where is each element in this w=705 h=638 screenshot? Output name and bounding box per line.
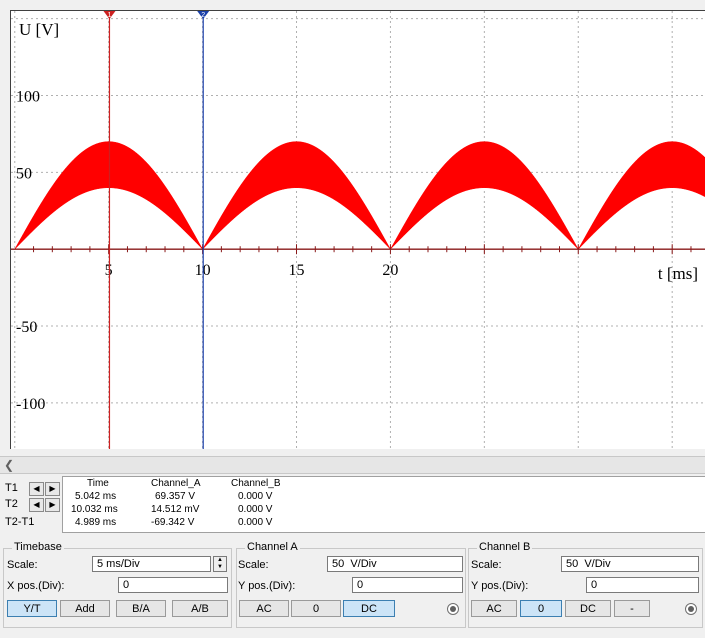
yt-button[interactable]: Y/T (7, 600, 57, 617)
channel-b-ypos-input[interactable] (586, 577, 699, 593)
cursor-2-handle-label: 2 (201, 12, 205, 19)
channel-b-scale-label: Scale: (471, 559, 502, 571)
spin-down-icon[interactable]: ▼ (217, 564, 223, 570)
channel-a-panel: Channel A Scale: Y pos.(Div): AC 0 DC (236, 541, 466, 628)
oscilloscope-screen: 5 10 15 20 100 50 -50 -100 U [V] t [ms] 1 2 (10, 10, 705, 449)
waveform-plot: 5 10 15 20 100 50 -50 -100 U [V] t [ms] 1 2 (11, 11, 705, 449)
cursor-diff-label: T2-T1 (5, 516, 35, 528)
chevron-left-icon[interactable]: ❮ (3, 458, 15, 472)
timebase-panel: Timebase Scale: ▲ ▼ X pos.(Div): Y/T Add… (3, 541, 232, 628)
channel-b-minus-button[interactable]: - (614, 600, 650, 617)
timebase-title: Timebase (12, 541, 64, 553)
diff-time: 4.989 ms (75, 517, 117, 528)
channel-b-dc-button[interactable]: DC (565, 600, 611, 617)
channel-a-scale-input[interactable] (327, 556, 463, 572)
y-tick-label: -50 (16, 319, 37, 336)
cursor-t1-label: T1 (5, 482, 18, 494)
x-tick-label: 15 (289, 262, 305, 279)
x-axis-label: t [ms] (658, 264, 698, 283)
header-time: Time (87, 478, 109, 489)
t2-channel-a: 14.512 mV (151, 504, 200, 515)
channel-b-ac-button[interactable]: AC (471, 600, 517, 617)
spin-up-icon[interactable]: ▲ (217, 557, 223, 563)
diff-channel-a: -69.342 V (151, 517, 195, 528)
timebase-xpos-label: X pos.(Div): (7, 580, 65, 592)
header-channel-b: Channel_B (231, 478, 281, 489)
a-over-b-button[interactable]: A/B (172, 600, 228, 617)
t1-time: 5.042 ms (75, 491, 117, 502)
channel-a-trigger-radio[interactable] (447, 603, 459, 615)
cursor-1-handle (103, 11, 116, 19)
y-tick-label: -100 (16, 396, 45, 413)
t2-channel-b: 0.000 V (238, 504, 273, 515)
cursor-1-handle-label: 1 (108, 12, 112, 19)
channel-b-trigger-radio[interactable] (685, 603, 697, 615)
waveform-series (14, 141, 705, 250)
b-over-a-button[interactable]: B/A (116, 600, 166, 617)
arrow-right-icon[interactable]: ▶ (45, 498, 60, 512)
t1-channel-b: 0.000 V (238, 491, 273, 502)
header-channel-a: Channel_A (151, 478, 201, 489)
channel-b-ypos-label: Y pos.(Div): (471, 580, 529, 592)
cursor-t2-label: T2 (5, 498, 18, 510)
timebase-scale-label: Scale: (7, 559, 38, 571)
t2-time: 10.032 ms (71, 504, 118, 515)
arrow-right-icon[interactable]: ▶ (45, 482, 60, 496)
channel-a-title: Channel A (245, 541, 300, 553)
cursor-2-handle (197, 11, 210, 19)
channel-a-ypos-input[interactable] (352, 577, 463, 593)
channel-b-panel: Channel B Scale: Y pos.(Div): AC 0 DC - (468, 541, 703, 628)
timebase-scale-spinner[interactable]: ▲ ▼ (213, 556, 227, 572)
cursor-readout: T1 ◀ ▶ T2 ◀ ▶ T2-T1 Time Channel_A Chann… (2, 476, 705, 533)
channel-a-ypos-label: Y pos.(Div): (238, 580, 296, 592)
channel-a-dc-button[interactable]: DC (343, 600, 395, 617)
timebase-scale-input[interactable] (92, 556, 211, 572)
y-tick-label: 100 (16, 89, 40, 106)
y-axis-label: U [V] (19, 20, 59, 39)
x-tick-label: 20 (382, 262, 398, 279)
arrow-left-icon[interactable]: ◀ (29, 482, 44, 496)
x-tick-label: 10 (195, 262, 211, 279)
diff-channel-b: 0.000 V (238, 517, 273, 528)
channel-a-zero-button[interactable]: 0 (291, 600, 341, 617)
x-tick-label: 5 (105, 262, 113, 279)
horizontal-scrollbar[interactable]: ❮ (0, 456, 705, 474)
y-tick-label: 50 (16, 165, 32, 182)
channel-b-scale-input[interactable] (561, 556, 699, 572)
arrow-left-icon[interactable]: ◀ (29, 498, 44, 512)
add-button[interactable]: Add (60, 600, 110, 617)
channel-a-ac-button[interactable]: AC (239, 600, 289, 617)
timebase-xpos-input[interactable] (118, 577, 228, 593)
channel-a-scale-label: Scale: (238, 559, 269, 571)
t1-channel-a: 69.357 V (155, 491, 196, 502)
readout-table: Time Channel_A Channel_B 5.042 ms 69.357… (62, 476, 705, 533)
channel-b-zero-button[interactable]: 0 (520, 600, 562, 617)
channel-b-title: Channel B (477, 541, 533, 553)
